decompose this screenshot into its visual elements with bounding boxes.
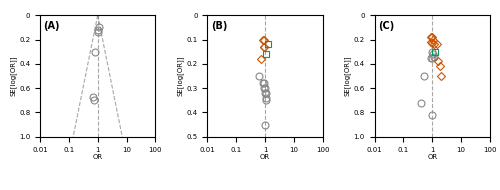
Text: (A): (A)	[44, 21, 60, 31]
X-axis label: OR: OR	[260, 154, 270, 160]
Y-axis label: SE[log[OR]]: SE[log[OR]]	[177, 56, 184, 96]
Y-axis label: SE[log[OR]]: SE[log[OR]]	[344, 56, 351, 96]
Y-axis label: SE[log[OR]]: SE[log[OR]]	[10, 56, 16, 96]
X-axis label: OR: OR	[427, 154, 438, 160]
Text: (B): (B)	[211, 21, 227, 31]
Text: (C): (C)	[378, 21, 394, 31]
X-axis label: OR: OR	[92, 154, 103, 160]
